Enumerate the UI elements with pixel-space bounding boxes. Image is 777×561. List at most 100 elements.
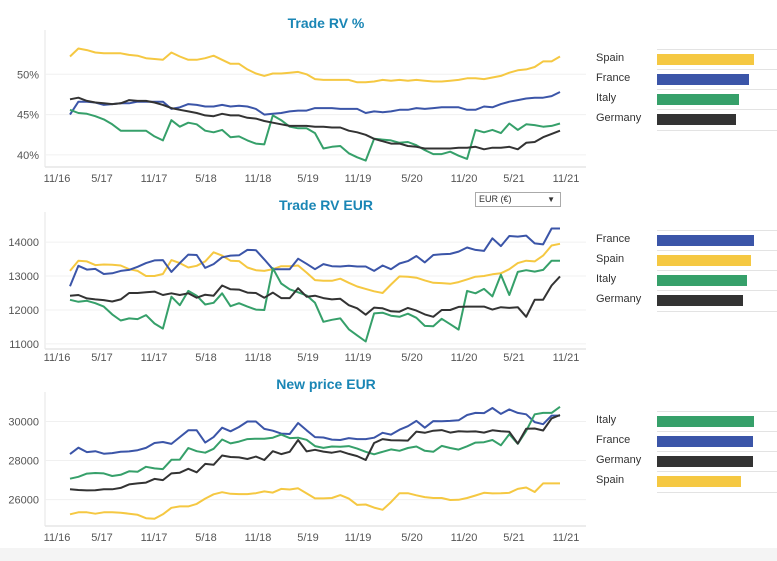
series-line-italy[interactable] [69,108,561,162]
y-tick-label: 45% [17,110,39,122]
legend-label: Italy [596,414,617,426]
legend-label: Spain [596,474,625,486]
series-line-spain[interactable] [69,242,561,294]
y-tick-label: 13000 [8,271,39,283]
series-line-france[interactable] [69,227,560,287]
legend-bar-italy [657,275,747,286]
legend-bar-track [657,89,777,110]
legend-label: Spain [596,253,625,265]
x-tick-label: 5/18 [195,532,216,544]
legend-item-germany[interactable]: Germany [590,109,777,131]
legend-bar-germany [657,295,744,306]
y-tick-label: 28000 [8,456,39,468]
x-tick-label: 11/17 [141,173,168,185]
x-tick-label: 11/16 [44,532,71,544]
currency-select[interactable]: EUR (€) ▼ [475,192,561,207]
x-tick-label: 11/21 [553,352,580,364]
x-tick-label: 5/18 [195,173,216,185]
legend-bar-track [657,451,777,472]
legend-bar-france [657,235,755,246]
x-tick-label: 5/20 [401,173,422,185]
legend-bar-spain [657,54,755,65]
legend-item-france[interactable]: France [590,431,777,451]
legend-new-price-eur: Italy France Germany Spain [590,411,777,493]
legend-item-germany[interactable]: Germany [590,290,777,312]
x-tick-label: 5/19 [297,532,318,544]
y-tick-label: 11000 [9,339,39,351]
legend-bar-spain [657,255,751,266]
x-tick-label: 5/20 [401,532,422,544]
legend-bar-italy [657,416,755,427]
legend-bar-track [657,230,777,251]
legend-label: Italy [596,92,617,104]
legend-bar-france [657,74,750,85]
legend-item-france[interactable]: France [590,230,777,250]
y-tick-label: 26000 [8,495,39,507]
series-line-germany[interactable] [69,96,561,151]
legend-bar-track [657,431,777,452]
x-tick-label: 11/21 [553,532,580,544]
legend-label: Germany [596,112,642,124]
x-tick-label: 11/18 [245,532,272,544]
chart-title-new-price-eur: New price EUR [276,376,376,392]
x-tick-label: 11/20 [451,173,478,185]
y-tick-label: 40% [17,150,39,162]
legend-bar-italy [657,94,739,105]
legend-bar-spain [657,476,741,487]
legend-label: Spain [596,52,625,64]
caret-down-icon: ▼ [547,195,555,204]
y-tick-label: 12000 [8,305,39,317]
legend-label: France [596,233,631,245]
legend-item-italy[interactable]: Italy [590,411,777,431]
legend-bar-track [657,109,777,131]
y-tick-label: 14000 [8,237,39,249]
x-tick-label: 11/18 [245,173,272,185]
x-tick-label: 5/21 [503,173,524,185]
series-line-italy[interactable] [69,259,560,343]
legend-item-spain[interactable]: Spain [590,471,777,493]
x-tick-label: 5/17 [91,352,112,364]
x-tick-label: 5/21 [503,532,524,544]
legend-item-germany[interactable]: Germany [590,451,777,471]
x-tick-label: 11/16 [44,173,71,185]
x-tick-label: 11/20 [451,532,478,544]
series-line-france[interactable] [69,407,560,455]
legend-label: France [596,434,631,446]
x-tick-label: 11/20 [451,352,478,364]
x-tick-label: 5/19 [297,173,318,185]
x-tick-label: 11/19 [345,352,372,364]
chart-title-trade-rv-pct: Trade RV % [287,15,365,31]
series-line-spain[interactable] [69,482,560,520]
x-tick-label: 5/21 [503,352,524,364]
series-line-spain[interactable] [69,47,561,84]
legend-bar-germany [657,456,753,467]
currency-select-value: EUR (€) [479,194,512,204]
x-tick-label: 11/19 [345,532,372,544]
charts-canvas: 40% 45% 50% 11/16 5/17 11/17 5/18 11/18 5/19 11/1… [8,30,586,544]
series-line-france[interactable] [69,91,561,116]
x-tick-label: 11/19 [345,173,372,185]
legend-item-spain[interactable]: Spain [590,49,777,69]
series-line-germany[interactable] [69,414,561,492]
series-line-italy[interactable] [69,405,561,480]
legend-item-france[interactable]: France [590,69,777,89]
x-tick-label: 11/21 [553,173,580,185]
x-tick-label: 11/16 [44,352,71,364]
x-tick-label: 5/19 [297,352,318,364]
legend-bar-track [657,69,777,90]
legend-bar-germany [657,114,737,125]
legend-bar-france [657,436,753,447]
legend-bar-track [657,471,777,493]
x-tick-label: 5/17 [91,532,112,544]
dashboard-panel: 40% 45% 50% 11/16 5/17 11/17 5/18 11/18 5/19 11/1… [0,0,777,548]
series-line-germany[interactable] [69,275,561,318]
x-tick-label: 11/17 [141,352,168,364]
legend-item-spain[interactable]: Spain [590,250,777,270]
legend-bar-track [657,250,777,271]
legend-item-italy[interactable]: Italy [590,89,777,109]
chart-title-trade-rv-eur: Trade RV EUR [279,197,373,213]
x-tick-label: 5/18 [195,352,216,364]
x-tick-label: 5/17 [91,173,112,185]
legend-bar-track [657,270,777,291]
legend-item-italy[interactable]: Italy [590,270,777,290]
